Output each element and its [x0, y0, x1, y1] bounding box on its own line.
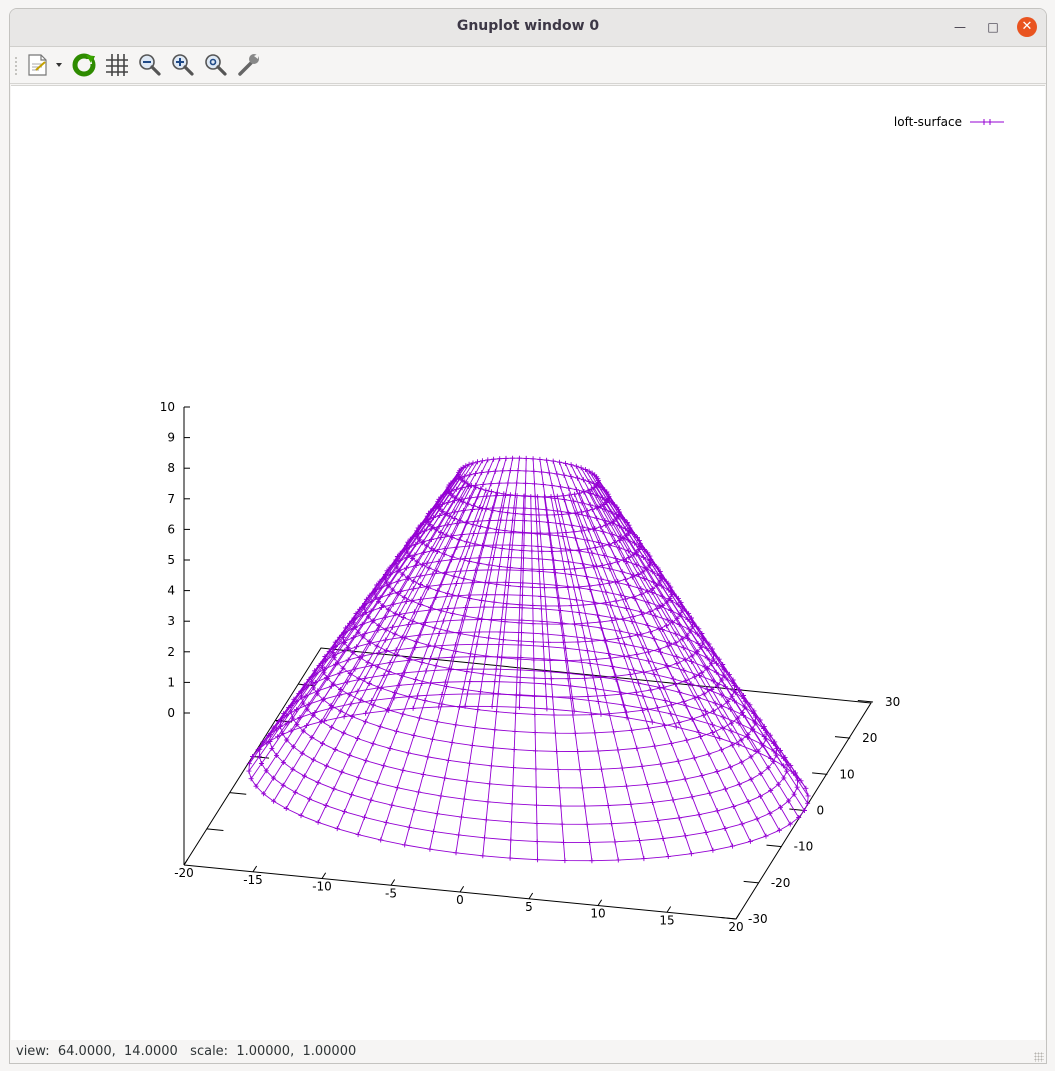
surface-point-markers [246, 455, 811, 864]
chart-canvas: 0 1 2 3 4 5 6 7 8 9 10 -20 -15 -10 -5 0 5 10 15 20 -30 -20 -10… [160, 115, 1004, 934]
z-tick-label: 6 [167, 522, 175, 536]
zoom-fit-icon [205, 54, 227, 76]
settings-button[interactable] [235, 52, 263, 78]
x-tick-label: 20 [728, 920, 743, 934]
wrench-icon [238, 54, 259, 76]
maximize-icon[interactable]: □ [987, 20, 999, 34]
x-tick-label: -15 [243, 873, 263, 887]
x-tick [321, 872, 327, 879]
y-tick [834, 736, 851, 739]
base-plane-frame [183, 647, 872, 920]
back-y-tick [229, 792, 247, 795]
y-tick [789, 808, 805, 811]
x-tick [390, 879, 396, 886]
y-tick-label: -10 [794, 840, 814, 854]
window-title: Gnuplot window 0 [456, 18, 600, 34]
y-tick [720, 917, 737, 920]
x-tick [459, 885, 465, 893]
x-tick-label: -20 [174, 866, 194, 880]
x-tick-label: 15 [659, 913, 674, 927]
z-tick-label: 8 [167, 461, 175, 475]
y-tick-label: 30 [885, 695, 900, 709]
grid-icon [106, 54, 128, 76]
back-y-tick [252, 756, 270, 759]
z-tick-label: 1 [167, 675, 175, 689]
status-view-scale: view: 64.0000, 14.0000 scale: 1.00000, 1… [16, 1044, 357, 1059]
replot-button[interactable] [70, 52, 98, 78]
y-tick-label: -30 [748, 912, 768, 926]
plot-area[interactable]: 0 1 2 3 4 5 6 7 8 9 10 -20 -15 -10 -5 0 5 10 15 20 -30 -20 -10… [11, 85, 1045, 1041]
y-tick-label: 10 [839, 767, 854, 781]
z-tick-label: 4 [167, 584, 175, 598]
y-tick-label: 0 [817, 804, 825, 818]
zoom-out-icon [139, 54, 161, 76]
grid-button[interactable] [103, 52, 131, 78]
z-tick-label: 10 [160, 400, 175, 414]
zoom-fit-button[interactable] [202, 52, 230, 78]
x-tick-label: -10 [312, 880, 332, 894]
x-tick [735, 912, 741, 920]
minimize-icon[interactable]: — [954, 20, 966, 34]
zoom-in-button[interactable] [169, 52, 197, 78]
y-tick [812, 772, 828, 775]
document-export-icon [28, 54, 62, 76]
x-tick-label: 5 [525, 900, 533, 914]
back-y-tick [206, 828, 224, 831]
x-tick [528, 892, 534, 900]
export-button[interactable] [24, 52, 64, 78]
legend-label: loft-surface [894, 115, 962, 129]
x-tick [183, 858, 189, 866]
close-icon[interactable]: ✕ [1017, 17, 1037, 37]
gnuplot-window: Gnuplot window 0 — □ ✕ [9, 8, 1047, 1064]
y-tick [766, 844, 782, 848]
refresh-icon [72, 53, 96, 77]
status-bar: view: 64.0000, 14.0000 scale: 1.00000, 1… [10, 1040, 1046, 1063]
z-tick-label: 7 [167, 492, 175, 506]
z-tick-label: 2 [167, 645, 175, 659]
zoom-out-button[interactable] [136, 52, 164, 78]
zoom-in-icon [172, 54, 194, 76]
toolbar-grip[interactable] [14, 56, 18, 76]
y-tick-label: 20 [862, 731, 877, 745]
resize-grip[interactable] [1034, 1052, 1044, 1062]
y-tick [743, 880, 759, 884]
z-tick-label: 9 [167, 431, 175, 445]
z-tick-label: 3 [167, 614, 175, 628]
y-tick [857, 700, 874, 703]
x-tick-label: 0 [456, 893, 464, 907]
toolbar [10, 47, 1046, 84]
x-tick [597, 899, 603, 906]
x-tick-label: -5 [385, 886, 397, 900]
z-tick-label: 5 [167, 553, 175, 567]
title-bar[interactable]: Gnuplot window 0 — □ ✕ [10, 9, 1046, 47]
legend-marker [983, 119, 991, 125]
x-tick [666, 906, 672, 913]
z-tick-label: 0 [167, 706, 175, 720]
y-tick-label: -20 [771, 876, 791, 890]
x-tick [252, 865, 258, 873]
x-tick-label: 10 [590, 907, 605, 921]
